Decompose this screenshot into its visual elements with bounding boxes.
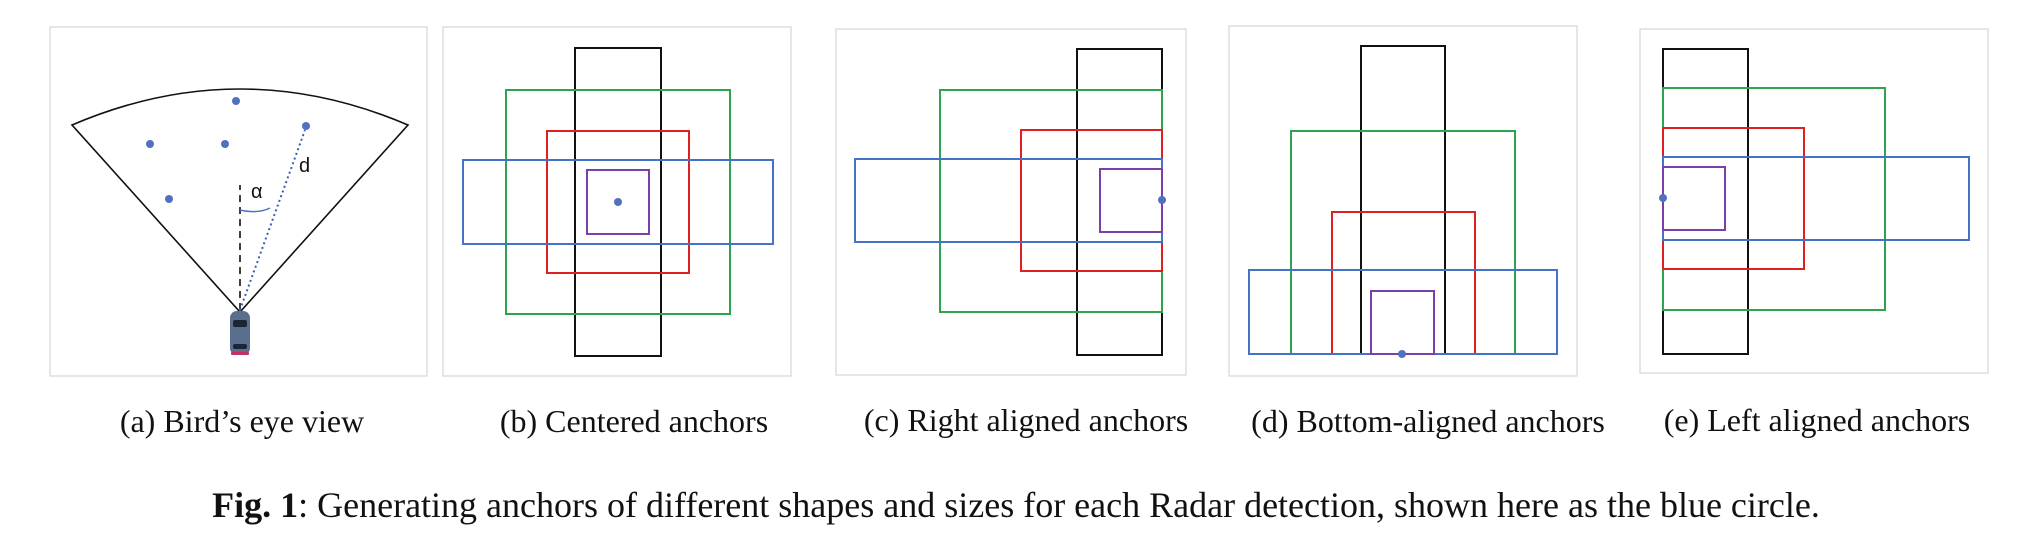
caption-c: (c) Right aligned anchors: [864, 402, 1188, 438]
radar-detection-dot: [1659, 194, 1667, 202]
caption-d: (d) Bottom-aligned anchors: [1251, 403, 1605, 439]
panel-left-aligned-anchors: [1639, 28, 1989, 374]
anchor-small-square: [586, 169, 650, 235]
radar-detection-dot: [1158, 196, 1166, 204]
radar-field-of-view: [70, 88, 410, 314]
radar-detection-dot: [221, 140, 229, 148]
anchor-wide: [462, 159, 774, 245]
radar-detection-dot: [302, 122, 310, 130]
distance-line: [239, 129, 306, 311]
caption-a: (a) Bird’s eye view: [120, 403, 364, 439]
radar-detection-dot: [146, 140, 154, 148]
panel-bottom-aligned-anchors: [1228, 25, 1578, 377]
figure-caption-text: : Generating anchors of different shapes…: [298, 485, 1820, 525]
panel-centered-anchors: [442, 26, 792, 377]
angle-label: α: [251, 181, 263, 203]
car-icon: [230, 311, 250, 355]
radar-detection-dot: [1398, 350, 1406, 358]
panel-e-frame: [1639, 28, 1989, 374]
panel-b-frame: [442, 26, 792, 377]
radar-detection-dot: [232, 97, 240, 105]
panel-right-aligned-anchors: [835, 28, 1187, 376]
figure-label: Fig. 1: [212, 485, 298, 525]
angle-arc: [239, 207, 271, 213]
panel-c-frame: [835, 28, 1187, 376]
panel-d-frame: [1228, 25, 1578, 377]
panel-birds-eye-view: α d: [49, 26, 428, 377]
radar-detection-dot: [165, 195, 173, 203]
anchor-large-square: [505, 89, 731, 315]
distance-label: d: [299, 155, 310, 177]
radar-detection-dot: [614, 198, 622, 206]
figure-caption: Fig. 1: Generating anchors of different …: [212, 485, 1820, 525]
anchor-medium-square: [546, 130, 690, 274]
caption-b: (b) Centered anchors: [500, 403, 768, 439]
anchor-tall: [574, 47, 662, 357]
caption-e: (e) Left aligned anchors: [1664, 402, 1971, 438]
